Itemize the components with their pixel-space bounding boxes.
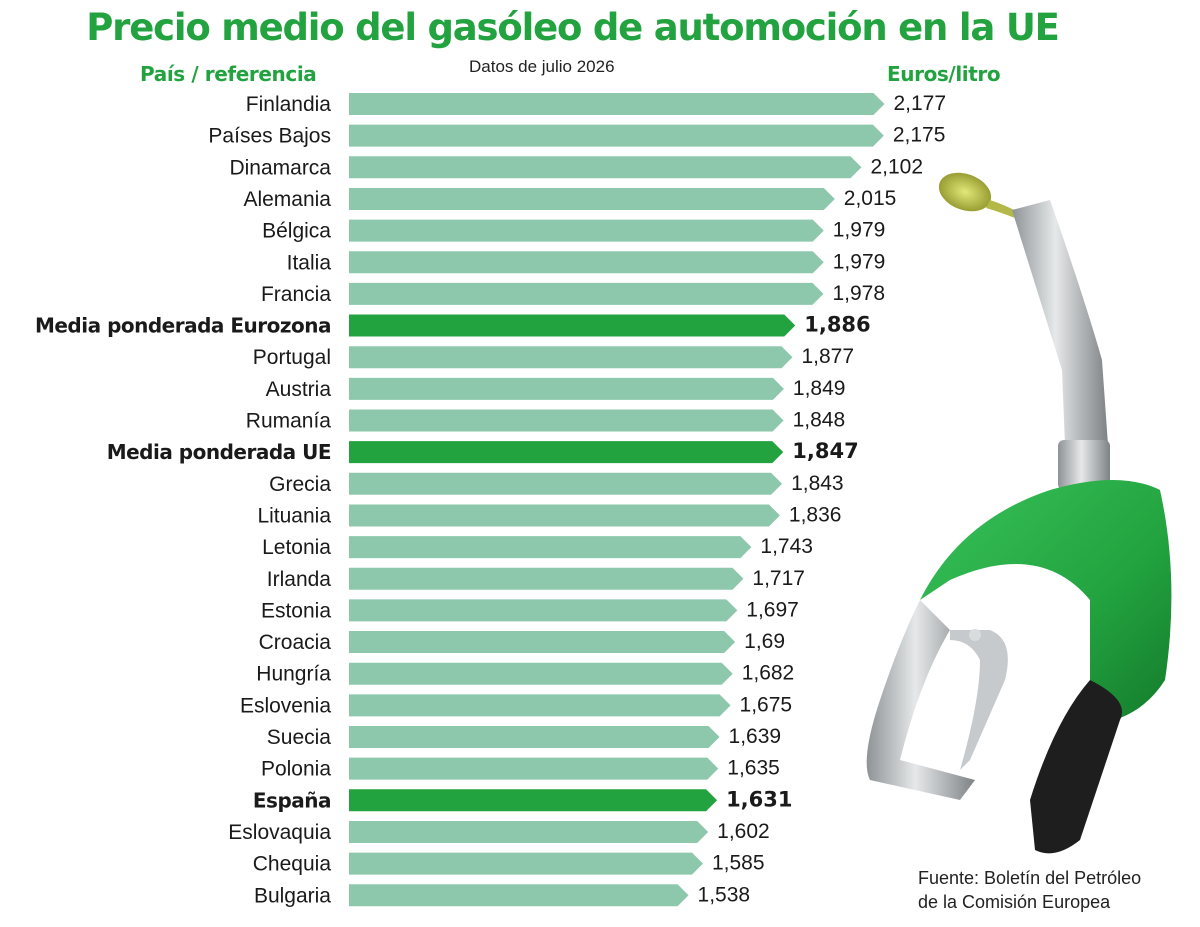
bar	[349, 567, 744, 590]
value-label: 1,639	[729, 725, 782, 748]
value-label: 1,69	[744, 630, 785, 653]
value-label: 1,849	[793, 377, 846, 400]
value-label: 1,585	[712, 852, 765, 875]
value-label: 2,177	[893, 92, 946, 115]
category-label: Italia	[287, 251, 332, 274]
chart-title: Precio medio del gasóleo de automoción e…	[86, 6, 1060, 49]
value-label: 1,675	[740, 693, 793, 716]
category-label: Media ponderada UE	[107, 440, 331, 464]
bar	[349, 409, 784, 432]
value-label: 1,979	[833, 250, 886, 273]
category-label: Media ponderada Eurozona	[35, 314, 331, 338]
value-label: 1,843	[791, 472, 844, 495]
fuel-nozzle-icon	[866, 172, 1172, 854]
category-label: España	[253, 788, 331, 812]
bar	[349, 156, 862, 179]
bar	[349, 820, 709, 843]
bar	[349, 282, 824, 305]
value-label: 1,848	[793, 409, 846, 432]
source-line-1: Fuente: Boletín del Petróleo	[918, 868, 1142, 888]
bar	[349, 789, 718, 812]
category-label: Chequia	[253, 853, 332, 876]
bar	[349, 884, 689, 907]
bar	[349, 472, 783, 495]
category-label: Irlanda	[267, 568, 332, 591]
category-label: Lituania	[257, 504, 331, 527]
category-column-label: País / referencia	[140, 62, 317, 86]
category-label: Alemania	[243, 188, 331, 211]
value-label: 2,102	[870, 155, 923, 178]
value-label: 1,697	[746, 598, 799, 621]
category-label: Bulgaria	[254, 884, 331, 907]
bar	[349, 441, 784, 464]
source-line-2: de la Comisión Europea	[918, 892, 1111, 912]
bar	[349, 314, 796, 337]
category-label: Países Bajos	[208, 125, 331, 148]
category-label: Finlandia	[246, 93, 332, 116]
value-column-label: Euros/litro	[887, 62, 1001, 86]
bar	[349, 662, 733, 685]
value-label: 1,886	[804, 313, 870, 337]
bar	[349, 93, 885, 115]
bar	[349, 631, 736, 654]
category-label: Estonia	[261, 599, 331, 622]
value-label: 1,847	[792, 439, 858, 463]
category-label: Portugal	[253, 346, 331, 369]
value-label: 1,979	[833, 219, 886, 242]
bar	[349, 757, 719, 780]
category-label: Croacia	[259, 631, 332, 654]
category-label: Suecia	[267, 726, 332, 749]
bar	[349, 346, 793, 369]
category-label: Eslovenia	[240, 694, 331, 717]
value-label: 1,836	[789, 503, 842, 526]
value-label: 1,602	[717, 820, 770, 843]
value-label: 1,717	[752, 567, 805, 590]
category-label: Austria	[266, 378, 332, 401]
bar	[349, 504, 780, 527]
bar	[349, 536, 752, 559]
value-label: 2,015	[844, 187, 897, 210]
chart-subtitle: Datos de julio 2026	[469, 57, 615, 76]
value-label: 1,978	[832, 282, 885, 305]
category-label: Letonia	[262, 536, 331, 559]
category-label: Rumanía	[246, 410, 332, 433]
value-label: 1,538	[698, 883, 751, 906]
value-label: 1,743	[760, 535, 813, 558]
value-label: 1,635	[727, 757, 780, 780]
value-label: 1,631	[726, 787, 792, 811]
fuel-drop-icon	[938, 172, 992, 212]
bar	[349, 599, 738, 622]
value-label: 1,682	[742, 662, 795, 685]
category-label: Francia	[261, 283, 331, 306]
category-label: Hungría	[256, 663, 331, 686]
value-label: 2,175	[893, 124, 946, 147]
bar	[349, 852, 703, 875]
bar	[349, 694, 731, 717]
source-note: Fuente: Boletín del Petróleo de la Comis…	[918, 866, 1188, 914]
bar	[349, 726, 720, 748]
value-label: 1,877	[801, 345, 854, 368]
category-label: Polonia	[261, 758, 331, 781]
bar	[349, 124, 884, 147]
bar	[349, 187, 835, 210]
category-label: Dinamarca	[229, 156, 331, 179]
category-label: Bélgica	[262, 220, 331, 243]
category-label: Grecia	[269, 473, 331, 496]
bar	[349, 251, 824, 274]
category-label: Eslovaquia	[228, 821, 331, 844]
bar	[349, 377, 784, 400]
bar	[349, 219, 824, 242]
